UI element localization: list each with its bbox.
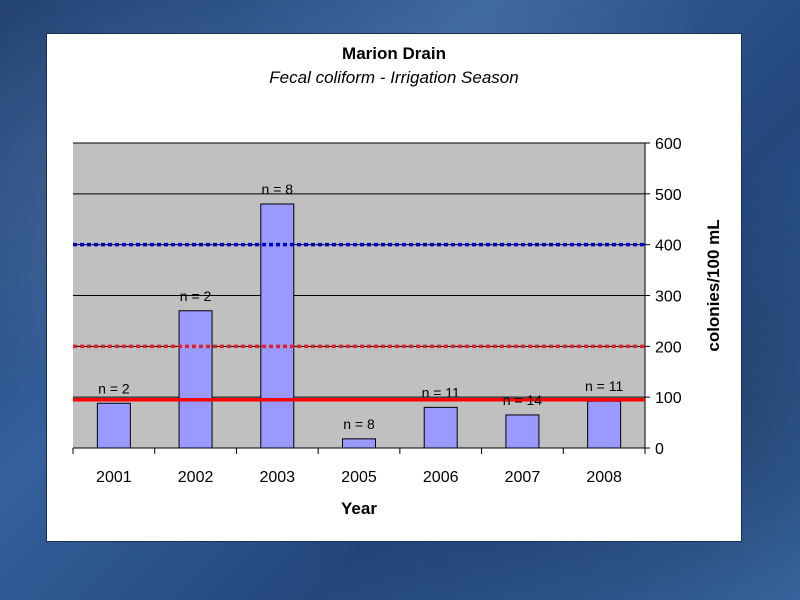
bar-chart: 0 100 200 300 400 500 600 n = 2 n = 2 n = 8 n = 8 n…: [72, 136, 723, 518]
sample-size-label: n = 8: [343, 416, 375, 432]
sample-size-label: n = 11: [422, 384, 460, 400]
x-tick-label: 2002: [178, 469, 214, 486]
bar: [342, 438, 376, 449]
x-tick-label: 2003: [259, 469, 295, 486]
sample-size-label: n = 2: [180, 288, 212, 304]
chart-title: Marion Drain: [342, 44, 446, 63]
sample-size-label: n = 14: [503, 392, 543, 408]
bar: [423, 406, 458, 449]
y-axis-title: colonies/100 mL: [704, 219, 723, 351]
y-tick-label: 200: [655, 339, 682, 356]
x-tick-label: 2006: [423, 469, 459, 486]
sample-size-label: n = 8: [262, 181, 294, 197]
x-axis-title: Year: [341, 499, 377, 518]
bar: [96, 402, 131, 449]
sample-size-label: n = 2: [98, 380, 130, 396]
y-tick-label: 0: [655, 441, 664, 458]
chart-panel: Marion Drain Fecal coliform - Irrigation…: [46, 33, 742, 542]
bar: [178, 310, 213, 449]
bar: [260, 203, 295, 449]
bar: [587, 400, 622, 449]
sample-size-label: n = 11: [585, 378, 623, 394]
y-tick-label: 300: [655, 289, 682, 306]
x-tick-label: 2008: [586, 469, 622, 486]
y-tick-label: 500: [655, 187, 682, 204]
bar: [505, 414, 540, 449]
y-tick-label: 600: [655, 136, 682, 153]
x-tick-label: 2001: [96, 469, 132, 486]
x-tick-label: 2005: [341, 469, 377, 486]
y-tick-label: 400: [655, 238, 682, 255]
y-tick-label: 100: [655, 390, 682, 407]
chart-subtitle: Fecal coliform - Irrigation Season: [269, 68, 519, 87]
x-tick-label: 2007: [505, 469, 541, 486]
